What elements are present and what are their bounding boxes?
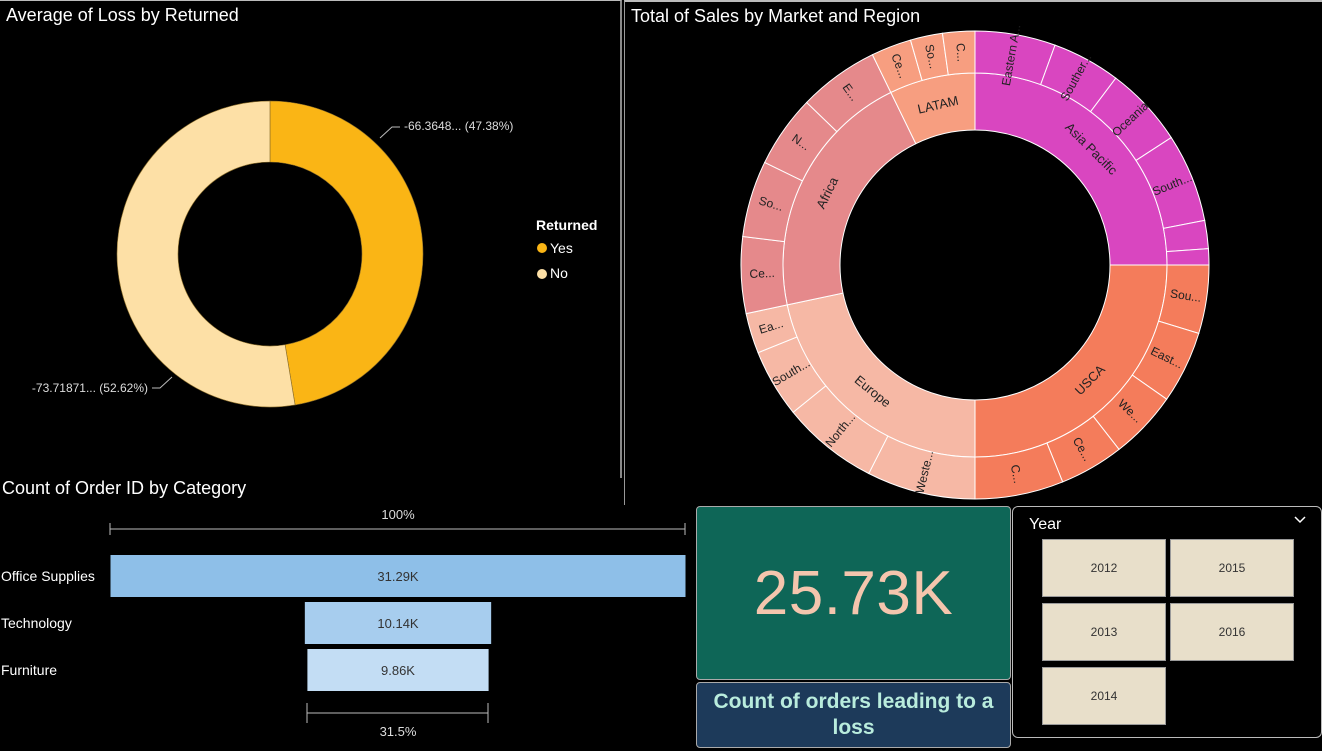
funnel-bar-value: 9.86K — [381, 663, 415, 678]
sunburst-region-label: C... — [953, 43, 968, 63]
donut-legend-title: Returned — [536, 217, 597, 233]
funnel-bar-furniture[interactable] — [307, 649, 489, 691]
funnel-bar-value: 31.29K — [377, 569, 419, 584]
funnel-chart-panel: Count of Order ID by Category 100% 31.29… — [0, 478, 694, 751]
sunburst-region-label: Sou... — [1169, 286, 1202, 304]
legend-item-yes[interactable]: Yes — [550, 240, 573, 256]
donut-slice-no[interactable] — [116, 100, 296, 408]
sunburst-region-label: Ce... — [749, 266, 775, 281]
kpi-value: 25.73K — [753, 558, 954, 628]
kpi-card: 25.73K — [696, 506, 1011, 680]
sunburst-chart-panel: Total of Sales by Market and Region Asia… — [624, 0, 1322, 505]
data-label-leader-yes — [379, 126, 400, 139]
sunburst-region-label: So... — [922, 43, 941, 70]
donut-chart-title: Average of Loss by Returned — [6, 5, 239, 25]
legend-swatch-no — [537, 269, 547, 279]
sunburst-region-label: Ea... — [757, 316, 785, 337]
sunburst-region-label: C... — [1008, 463, 1025, 484]
sunburst-region-label: So... — [757, 193, 785, 213]
donut-chart-panel: Average of Loss by Returned Returned Yes… — [0, 0, 622, 478]
slicer-tile-2016[interactable]: 2016 — [1170, 603, 1294, 661]
funnel-chart: 100% 31.29K Office Supplies 10.14K Technolo… — [1, 507, 686, 739]
sunburst-region-segment[interactable] — [1165, 248, 1210, 266]
slicer-tile-2012[interactable]: 2012 — [1042, 539, 1166, 597]
legend-swatch-yes — [537, 243, 547, 253]
funnel-category-label: Technology — [1, 615, 72, 631]
chevron-down-icon[interactable] — [1293, 513, 1307, 532]
funnel-bar-technology[interactable] — [304, 602, 492, 644]
slicer-tile-2013[interactable]: 2013 — [1042, 603, 1166, 661]
sunburst-chart-title: Total of Sales by Market and Region — [631, 6, 921, 26]
year-slicer: Year 2012 2015 2013 2016 2014 — [1012, 506, 1322, 738]
slicer-tile-2015[interactable]: 2015 — [1170, 539, 1294, 597]
donut-slice-yes[interactable] — [269, 100, 424, 406]
funnel-bar-office-supplies[interactable] — [110, 555, 686, 597]
data-label-no: -73.71871... (52.62%) — [32, 381, 148, 395]
data-label-yes: -66.3648... (47.38%) — [404, 119, 513, 133]
sunburst-region-segment[interactable] — [941, 30, 976, 76]
funnel-chart-title: Count of Order ID by Category — [2, 478, 247, 498]
funnel-category-label: Office Supplies — [1, 568, 95, 584]
kpi-caption: Count of orders leading to a loss — [696, 682, 1011, 748]
funnel-top-percent: 100% — [381, 507, 415, 522]
kpi-caption-text: Count of orders leading to a loss — [713, 690, 994, 739]
legend-item-no[interactable]: No — [550, 265, 568, 281]
slicer-tile-2014[interactable]: 2014 — [1042, 667, 1166, 725]
donut-chart: Returned Yes No -66.3648... (47.38%) -73… — [32, 100, 597, 408]
slicer-title: Year — [1029, 516, 1062, 533]
funnel-bar-value: 10.14K — [377, 616, 419, 631]
data-label-leader-no — [152, 376, 173, 389]
funnel-bottom-percent: 31.5% — [380, 724, 417, 739]
funnel-category-label: Furniture — [1, 662, 57, 678]
